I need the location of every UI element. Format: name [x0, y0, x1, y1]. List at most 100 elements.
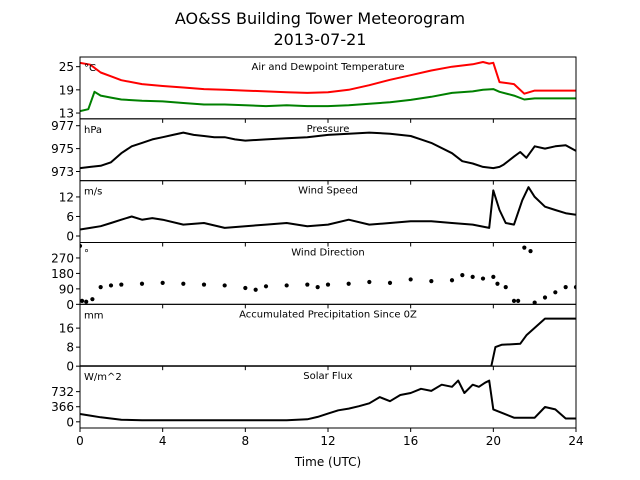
x-tick-label: 4: [159, 434, 167, 448]
data-point: [470, 274, 475, 279]
y-tick-label: 0: [66, 229, 74, 243]
series-line: [80, 317, 576, 367]
y-tick-label: 270: [51, 251, 74, 265]
y-tick-label: 973: [51, 165, 74, 179]
data-point: [408, 277, 413, 282]
data-point: [503, 285, 508, 290]
y-tick-label: 8: [66, 341, 74, 355]
data-point: [346, 281, 351, 286]
y-tick-label: 13: [59, 107, 74, 121]
data-point: [243, 285, 248, 291]
panel-unit: °C: [84, 63, 96, 74]
data-point: [449, 278, 455, 283]
panel-title: Wind Direction: [291, 248, 365, 259]
y-tick-label: 977: [51, 119, 74, 133]
data-point: [491, 274, 496, 279]
series-line: [80, 379, 576, 422]
figure-title-line2: 2013-07-21: [274, 30, 367, 49]
series-line: [80, 61, 576, 95]
data-point: [528, 248, 533, 254]
y-tick-label: 25: [59, 60, 74, 74]
x-tick-label: 16: [403, 434, 418, 448]
data-point: [532, 300, 537, 305]
x-tick-label: 20: [486, 434, 501, 448]
y-tick-label: 12: [59, 190, 74, 204]
panel-title: Accumulated Precipitation Since 0Z: [239, 309, 417, 320]
data-point: [139, 281, 145, 286]
y-tick-label: 6: [66, 210, 74, 224]
series-1: [80, 379, 576, 422]
panel-3: 0 6 12 m/s Wind Speed: [59, 180, 577, 247]
y-tick-label: 180: [51, 267, 74, 281]
data-point: [522, 245, 527, 250]
y-tick-label: 975: [51, 142, 74, 156]
series-1: [80, 186, 576, 231]
y-tick-label: 16: [59, 322, 74, 336]
series-line: [80, 88, 576, 113]
series-1: [80, 317, 576, 367]
series-1: [80, 131, 576, 170]
data-point: [511, 298, 517, 303]
data-point: [160, 280, 165, 285]
data-point: [80, 298, 85, 303]
panel-unit: m/s: [84, 187, 102, 198]
y-tick-label: 0: [66, 415, 74, 429]
data-point: [563, 285, 568, 290]
panel-unit: °: [84, 249, 89, 260]
panel-1: 13 19 25 °C Air and Dewpoint Temperature: [59, 56, 577, 123]
x-axis-label: Time (UTC): [294, 455, 361, 469]
panel-title: Pressure: [307, 124, 350, 135]
data-point: [367, 279, 372, 285]
series-1: [80, 243, 576, 305]
data-point: [98, 285, 103, 290]
data-point: [460, 273, 465, 278]
x-tick-label: 8: [242, 434, 250, 448]
data-point: [495, 281, 500, 286]
y-tick-label: 732: [51, 385, 74, 399]
series-1: [80, 61, 576, 95]
panel-unit: mm: [84, 310, 103, 321]
y-tick-label: 0: [66, 298, 74, 312]
panel-unit: hPa: [84, 125, 102, 136]
data-point: [119, 282, 124, 287]
data-point: [284, 283, 289, 288]
y-tick-label: 0: [66, 360, 74, 374]
data-point: [573, 285, 576, 290]
data-point: [315, 285, 320, 290]
data-point: [429, 279, 434, 284]
data-point: [542, 295, 548, 300]
data-point: [480, 276, 486, 281]
data-point: [90, 297, 95, 302]
panel-title: Air and Dewpoint Temperature: [252, 62, 405, 73]
x-tick-label: 0: [76, 434, 84, 448]
y-tick-label: 19: [59, 83, 74, 97]
data-point: [80, 243, 83, 249]
data-point: [253, 287, 258, 292]
data-point: [263, 284, 269, 289]
panel-title: Wind Speed: [298, 186, 358, 197]
y-tick-label: 90: [59, 282, 74, 296]
data-point: [181, 281, 186, 286]
panel-unit: W/m^2: [84, 372, 122, 383]
data-point: [553, 290, 558, 295]
data-point: [516, 298, 521, 303]
data-point: [201, 282, 207, 287]
panel-5: 0 8 16 mm Accumulated Precipitation Since 0Z: [59, 303, 577, 374]
data-point: [108, 283, 114, 288]
data-point: [387, 280, 393, 285]
data-point: [84, 299, 89, 304]
panel-title: Solar Flux: [303, 371, 353, 382]
figure-title-line1: AO&SS Building Tower Meteorogram: [175, 9, 465, 28]
series-2: [80, 88, 576, 113]
y-tick-label: 366: [51, 400, 74, 414]
x-tick-label: 12: [320, 434, 335, 448]
x-tick-label: 24: [568, 434, 583, 448]
data-point: [305, 282, 310, 287]
data-point: [325, 282, 331, 287]
series-line: [80, 186, 576, 231]
panel-2: 973 975 977 hPa Pressure: [51, 118, 577, 185]
